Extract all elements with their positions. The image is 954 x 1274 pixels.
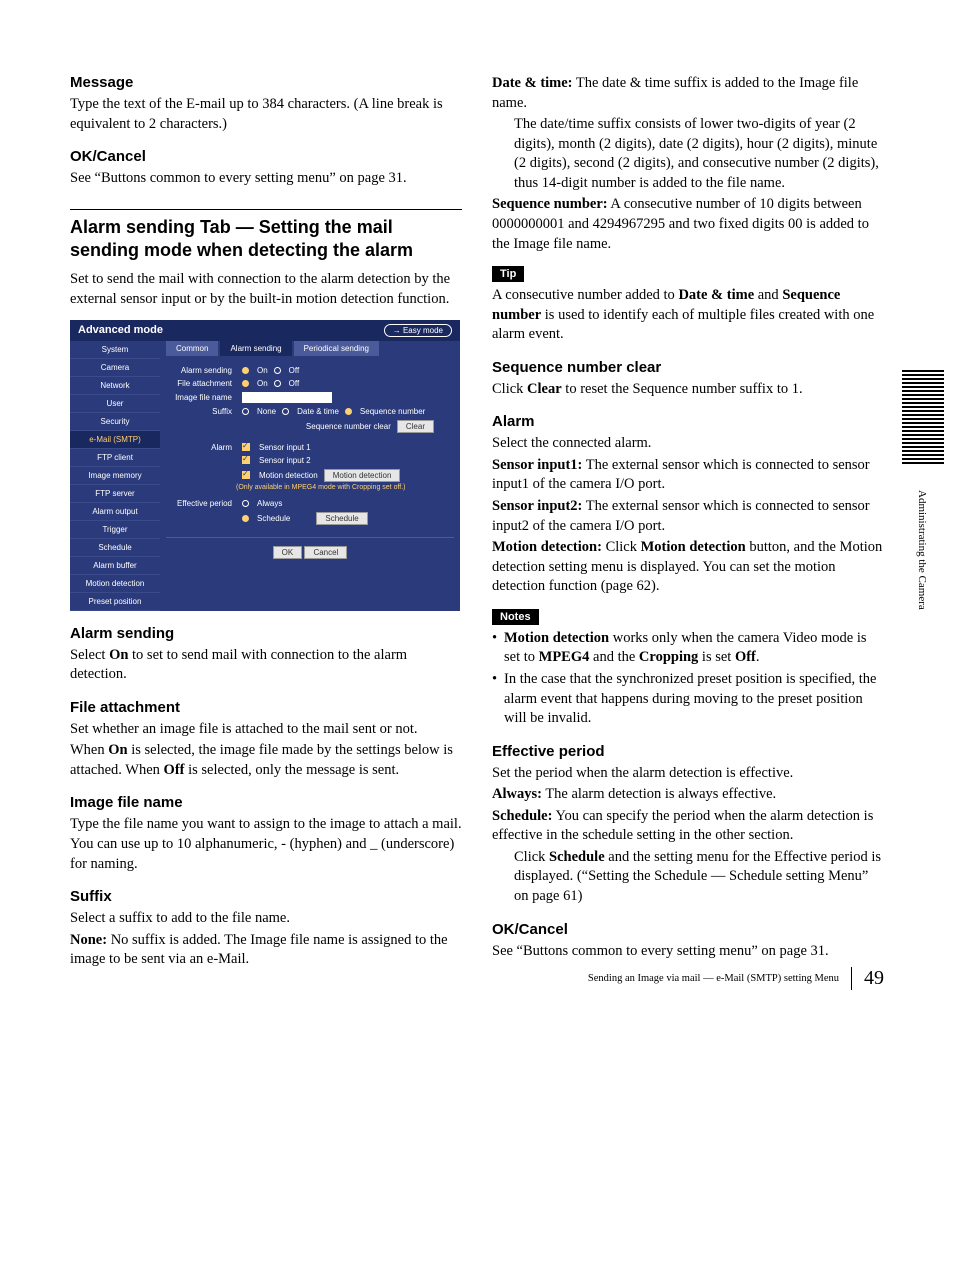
def-datetime-more: The date/time suffix consists of lower t… <box>492 115 884 193</box>
footer-title: Sending an Image via mail — e-Mail (SMTP… <box>588 973 839 984</box>
schedule-button[interactable]: Schedule <box>316 512 367 525</box>
row-label: File attachment <box>166 379 236 388</box>
def-seqnum: Sequence number: A consecutive number of… <box>492 195 884 254</box>
def-schedule-more: Click Schedule and the setting menu for … <box>492 848 884 907</box>
page-footer: Sending an Image via mail — e-Mail (SMTP… <box>588 967 884 990</box>
heading-alarm: Alarm <box>492 413 884 430</box>
heading-image-file-name: Image file name <box>70 794 462 811</box>
image-file-name-input[interactable] <box>242 392 332 403</box>
def-motion: Motion detection: Click Motion detection… <box>492 538 884 597</box>
heading-message: Message <box>70 74 462 91</box>
radio-schedule[interactable] <box>242 515 249 522</box>
sidebar-item[interactable]: FTP server <box>70 485 160 503</box>
text-alarm-intro: Set to send the mail with connection to … <box>70 270 462 309</box>
page-number: 49 <box>851 967 884 990</box>
note-2: In the case that the synchronized preset… <box>492 670 884 729</box>
sidebar-item[interactable]: Motion detection <box>70 575 160 593</box>
def-none: None: No suffix is added. The Image file… <box>70 931 462 970</box>
radio-off[interactable] <box>274 380 281 387</box>
def-datetime: Date & time: The date & time suffix is a… <box>492 74 884 113</box>
def-schedule: Schedule: You can specify the period whe… <box>492 807 884 846</box>
heading-effective: Effective period <box>492 743 884 760</box>
ui-title: Advanced mode <box>78 324 163 336</box>
row-label: Effective period <box>166 499 236 508</box>
sidebar-item[interactable]: Camera <box>70 359 160 377</box>
sidebar-item[interactable]: Image memory <box>70 467 160 485</box>
side-label: Administrating the Camera <box>916 490 928 610</box>
check-sensor2[interactable] <box>242 456 250 464</box>
tab[interactable]: Periodical sending <box>294 341 379 356</box>
text-tip: A consecutive number added to Date & tim… <box>492 286 884 345</box>
text-effective-intro: Set the period when the alarm detection … <box>492 764 884 784</box>
tip-tag: Tip <box>492 266 524 282</box>
tab[interactable]: Alarm sending <box>220 341 291 356</box>
heading-okcancel-1: OK/Cancel <box>70 148 462 165</box>
text-file-attachment-1: Set whether an image file is attached to… <box>70 720 462 740</box>
text-suffix-intro: Select a suffix to add to the file name. <box>70 909 462 929</box>
radio-seqnum[interactable] <box>345 408 352 415</box>
heading-suffix: Suffix <box>70 888 462 905</box>
sidebar-item[interactable]: Schedule <box>70 539 160 557</box>
radio-on[interactable] <box>242 367 249 374</box>
note-1: Motion detection works only when the cam… <box>492 629 884 668</box>
sidebar-item[interactable]: Network <box>70 377 160 395</box>
text-okcancel-2: See “Buttons common to every setting men… <box>492 942 884 962</box>
seq-clear-label: Sequence number clear <box>306 422 391 431</box>
easy-mode-button[interactable]: → Easy mode <box>384 324 452 337</box>
heading-seq-clear: Sequence number clear <box>492 359 884 376</box>
radio-none[interactable] <box>242 408 249 415</box>
heading-alarm-tab: Alarm sending Tab — Setting the mail sen… <box>70 209 462 263</box>
notes-tag: Notes <box>492 609 539 625</box>
text-message: Type the text of the E-mail up to 384 ch… <box>70 95 462 134</box>
cancel-button[interactable]: Cancel <box>304 546 347 559</box>
heading-file-attachment: File attachment <box>70 699 462 716</box>
def-sensor2: Sensor input2: The external sensor which… <box>492 497 884 536</box>
sidebar-item[interactable]: FTP client <box>70 449 160 467</box>
ui-tabs: CommonAlarm sendingPeriodical sending <box>166 341 454 356</box>
sidebar-item[interactable]: Alarm buffer <box>70 557 160 575</box>
sidebar-item[interactable]: Security <box>70 413 160 431</box>
text-alarm-intro2: Select the connected alarm. <box>492 434 884 454</box>
radio-on[interactable] <box>242 380 249 387</box>
left-column: Message Type the text of the E-mail up t… <box>70 60 462 972</box>
check-motion[interactable] <box>242 471 250 479</box>
ui-note: (Only available in MPEG4 mode with Cropp… <box>166 484 454 491</box>
sidebar-item[interactable]: Alarm output <box>70 503 160 521</box>
tab[interactable]: Common <box>166 341 218 356</box>
row-label: Suffix <box>166 407 236 416</box>
heading-alarm-sending: Alarm sending <box>70 625 462 642</box>
right-column: Date & time: The date & time suffix is a… <box>492 60 884 972</box>
ui-sidebar: SystemCameraNetworkUserSecuritye-Mail (S… <box>70 341 160 611</box>
check-sensor1[interactable] <box>242 443 250 451</box>
sidebar-item[interactable]: System <box>70 341 160 359</box>
ok-button[interactable]: OK <box>273 546 303 559</box>
text-okcancel-1: See “Buttons common to every setting men… <box>70 169 462 189</box>
radio-always[interactable] <box>242 500 249 507</box>
text-seq-clear: Click Clear to reset the Sequence number… <box>492 380 884 400</box>
row-label: Alarm <box>166 443 236 452</box>
sidebar-item[interactable]: User <box>70 395 160 413</box>
text-alarm-sending: Select On to set to send mail with conne… <box>70 646 462 685</box>
radio-off[interactable] <box>274 367 281 374</box>
text-file-attachment-2: When On is selected, the image file made… <box>70 741 462 780</box>
row-label: Alarm sending <box>166 366 236 375</box>
settings-screenshot: Advanced mode → Easy mode SystemCameraNe… <box>70 320 460 611</box>
text-image-file-name: Type the file name you want to assign to… <box>70 815 462 874</box>
margin-stripes <box>902 370 944 466</box>
sidebar-item[interactable]: Preset position <box>70 593 160 611</box>
clear-button[interactable]: Clear <box>397 420 434 433</box>
row-label: Image file name <box>166 393 236 402</box>
motion-detection-button[interactable]: Motion detection <box>324 469 401 482</box>
sidebar-item[interactable]: Trigger <box>70 521 160 539</box>
def-always: Always: The alarm detection is always ef… <box>492 785 884 805</box>
sidebar-item[interactable]: e-Mail (SMTP) <box>70 431 160 449</box>
radio-datetime[interactable] <box>282 408 289 415</box>
heading-okcancel-2: OK/Cancel <box>492 921 884 938</box>
def-sensor1: Sensor input1: The external sensor which… <box>492 456 884 495</box>
